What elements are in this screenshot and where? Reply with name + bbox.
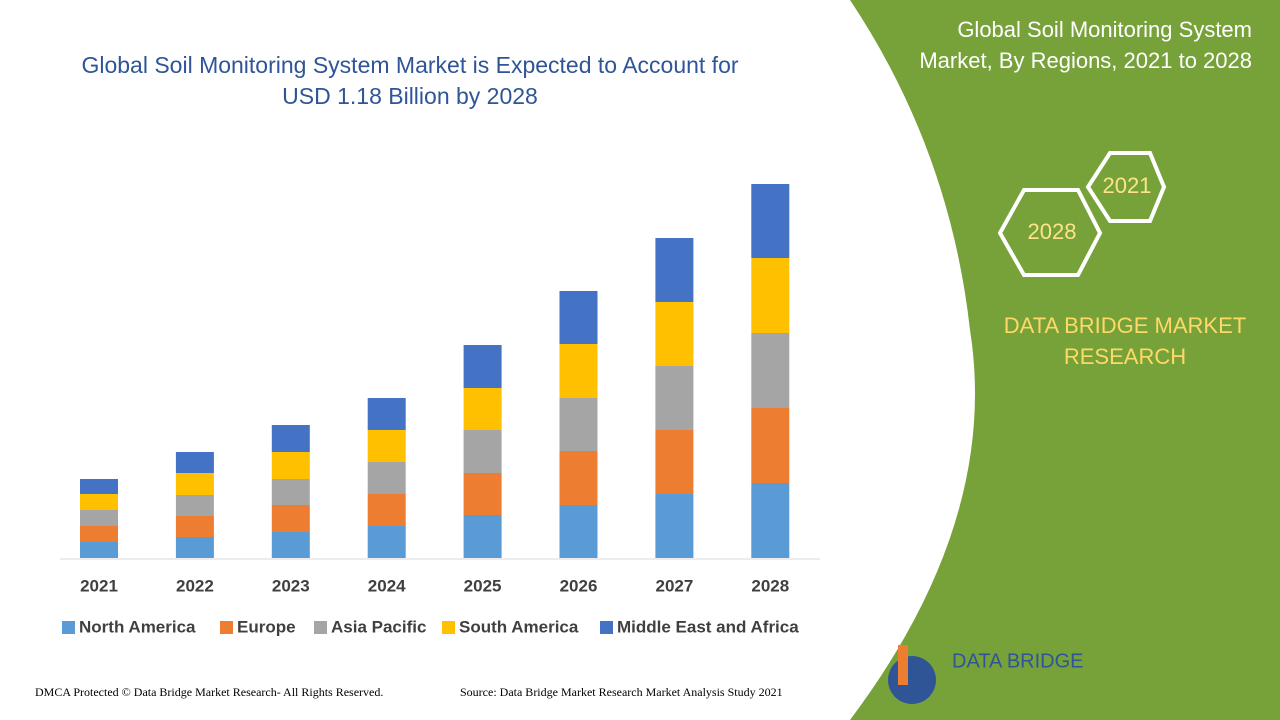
bar-segment [175, 495, 214, 516]
bar-segment [80, 542, 118, 558]
bar-segment [175, 452, 214, 473]
legend-swatch [442, 621, 455, 634]
bar-segment [655, 238, 694, 302]
x-tick-label: 2023 [272, 576, 310, 595]
bar-segment [751, 184, 790, 258]
bar-segment [463, 430, 502, 473]
legend-swatch [62, 621, 75, 634]
bar-segment [175, 537, 214, 558]
legend-label: Europe [237, 617, 296, 636]
x-tick-label: 2026 [560, 576, 598, 595]
bar-segment [751, 483, 790, 558]
bar-segment [751, 408, 790, 483]
panel-title-box: Global Soil Monitoring System Market, By… [919, 17, 1252, 73]
title-box: Global Soil Monitoring System Market is … [81, 52, 739, 109]
source: Source: Data Bridge Market Research Mark… [460, 685, 783, 699]
bar-segment [751, 258, 790, 333]
bar-segment [367, 526, 406, 558]
bar-segment [80, 494, 118, 510]
bar-segment [559, 291, 598, 344]
bar-segment [559, 451, 598, 505]
hex-label: 2028 [1028, 219, 1077, 244]
logo-icon [888, 656, 936, 704]
bar-segment [655, 302, 694, 366]
bar-segment [271, 479, 310, 505]
legend-label: Middle East and Africa [617, 617, 799, 636]
brand: DATA BRIDGE MARKET RESEARCH [1003, 313, 1247, 369]
hexagon [1085, 151, 1167, 223]
bar-segment [655, 366, 694, 430]
x-tick-label: 2028 [751, 576, 789, 595]
legend-label: North America [79, 617, 196, 636]
bar-segment [559, 398, 598, 451]
bar-segment [80, 479, 118, 494]
bar-segment [463, 345, 502, 388]
x-tick-label: 2027 [655, 576, 693, 595]
bar-segment [655, 494, 694, 558]
bar-segment [463, 473, 502, 515]
legend-swatch [314, 621, 327, 634]
hexagon [997, 188, 1103, 277]
copyright: DMCA Protected © Data Bridge Market Rese… [35, 685, 383, 699]
chart-title: Global Soil Monitoring System Market is … [81, 52, 739, 109]
bar-segment [367, 430, 406, 462]
x-tick-label: 2021 [80, 576, 118, 595]
bar-segment [367, 398, 406, 430]
logo-text: DATA BRIDGE [952, 650, 1084, 672]
legend-swatch [600, 621, 613, 634]
logo-icon [898, 645, 908, 685]
legend-label: South America [459, 617, 579, 636]
x-tick-label: 2025 [464, 576, 502, 595]
bar-segment [367, 494, 406, 526]
brand-box: DATA BRIDGE MARKET RESEARCH [1003, 313, 1247, 369]
bar-segment [271, 505, 310, 532]
bar-segment [463, 515, 502, 558]
legend-swatch [220, 621, 233, 634]
x-tick-label: 2024 [368, 576, 406, 595]
bar-segment [80, 510, 118, 526]
bar-segment [80, 526, 118, 542]
bar-segment [271, 452, 310, 479]
bar-segment [271, 532, 310, 558]
bar-segment [559, 344, 598, 398]
legend-label: Asia Pacific [331, 617, 426, 636]
bar-segment [175, 516, 214, 537]
chart: 2021 2022 2023 2024 2025 2026 2027 2028 North Am… [62, 184, 799, 636]
bar-segment [175, 473, 214, 495]
x-tick-label: 2022 [176, 576, 214, 595]
bar-segment [463, 388, 502, 430]
bar-segment [559, 505, 598, 558]
bar-segment [655, 430, 694, 494]
hex-label: 2021 [1103, 173, 1152, 198]
side-panel [850, 0, 1280, 720]
bar-segment [751, 333, 790, 408]
bar-segment [271, 425, 310, 452]
panel-title: Global Soil Monitoring System Market, By… [919, 17, 1252, 73]
bar-segment [367, 462, 406, 494]
